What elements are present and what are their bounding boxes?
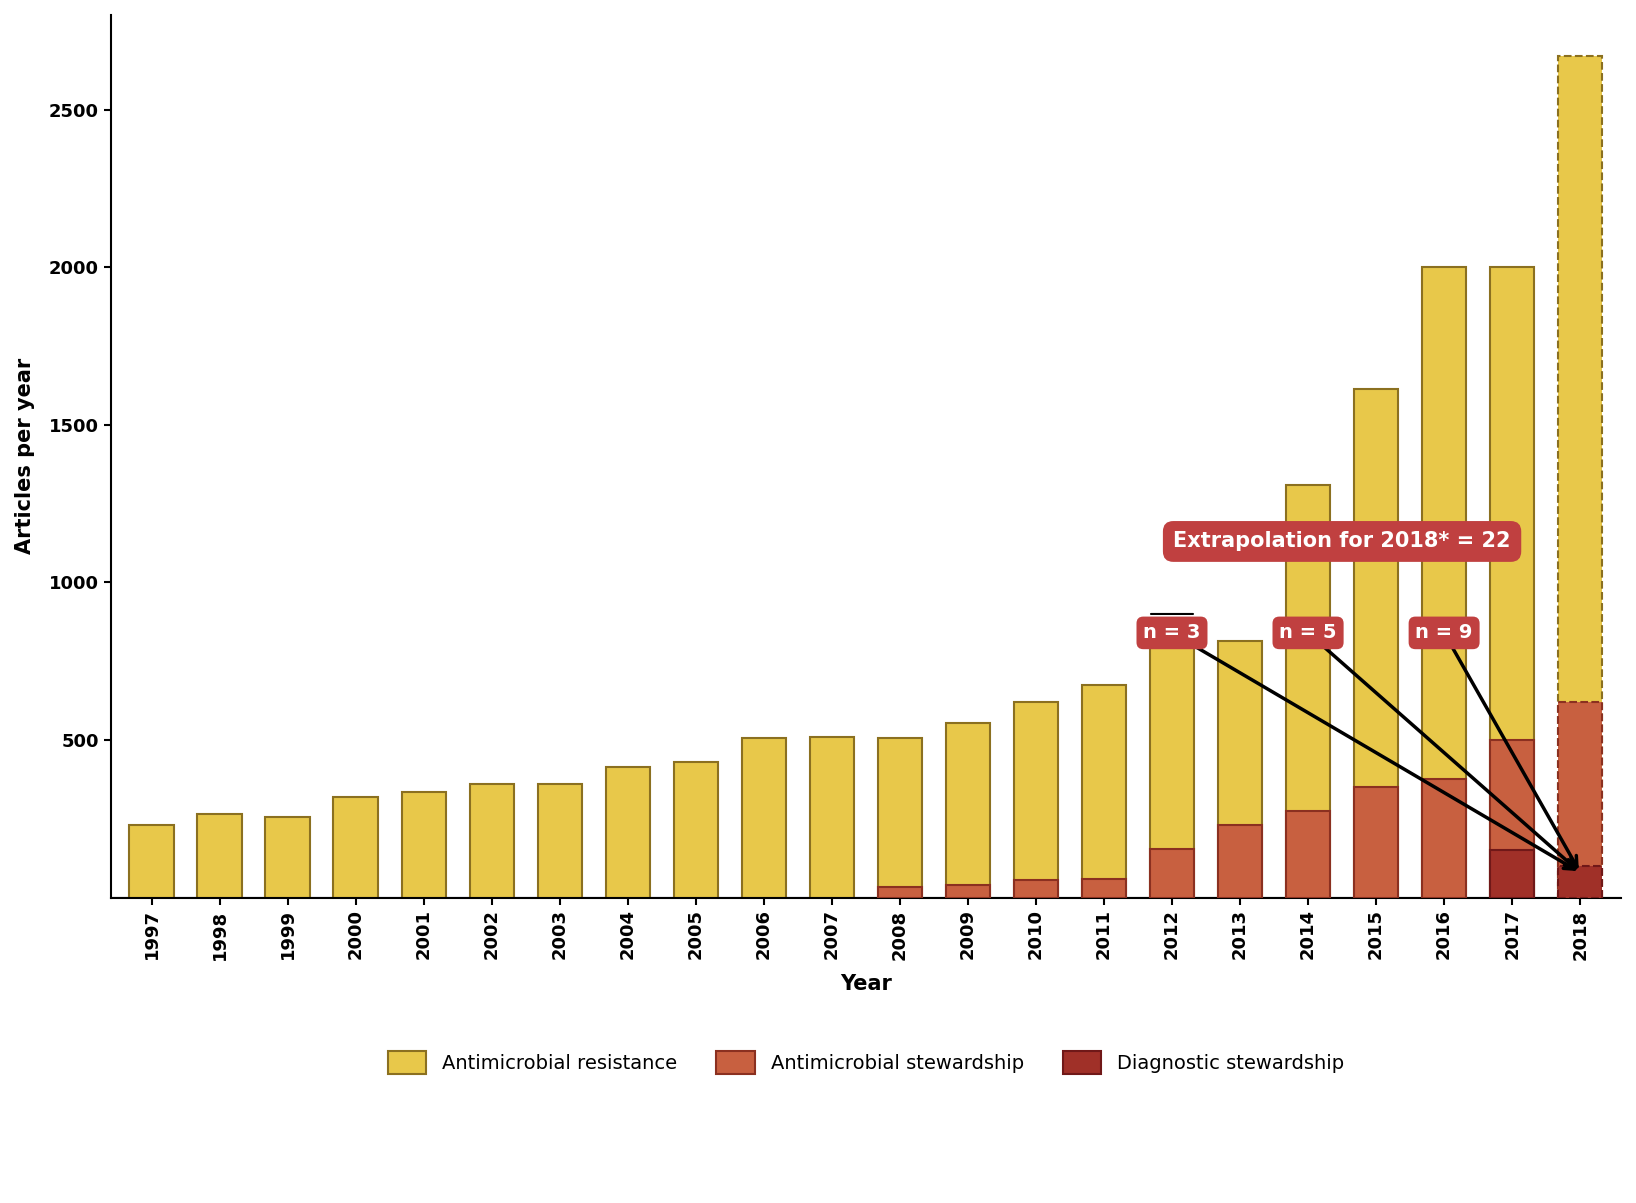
Bar	[1217, 641, 1261, 897]
Bar	[1286, 485, 1330, 897]
Bar	[1490, 740, 1535, 897]
Bar	[1422, 780, 1466, 897]
Bar	[946, 723, 990, 897]
Bar	[741, 739, 785, 897]
Bar	[946, 885, 990, 897]
Bar	[1081, 685, 1126, 897]
Bar	[265, 817, 309, 897]
Bar	[198, 814, 242, 897]
Bar	[879, 739, 923, 897]
Bar	[129, 825, 173, 897]
Bar	[1490, 851, 1535, 897]
Bar	[1422, 267, 1466, 897]
Bar	[1014, 881, 1058, 897]
Bar	[810, 737, 854, 897]
Bar	[1286, 811, 1330, 897]
Text: n = 3: n = 3	[1144, 623, 1201, 642]
Bar	[470, 784, 514, 897]
Bar	[1355, 787, 1399, 897]
Bar	[674, 763, 718, 897]
Text: n = 9: n = 9	[1415, 623, 1472, 642]
Bar	[1557, 57, 1602, 897]
Bar	[1081, 878, 1126, 897]
Bar	[401, 792, 445, 897]
Bar	[879, 887, 923, 897]
Bar	[1490, 267, 1535, 897]
Text: Extrapolation for 2018* = 22: Extrapolation for 2018* = 22	[1173, 532, 1510, 551]
Bar	[1557, 866, 1602, 897]
Bar	[605, 766, 649, 897]
Y-axis label: Articles per year: Articles per year	[15, 358, 34, 555]
Bar	[1217, 825, 1261, 897]
Bar	[1355, 389, 1399, 897]
Bar	[1014, 703, 1058, 897]
Legend: Antimicrobial resistance, Antimicrobial stewardship, Diagnostic stewardship: Antimicrobial resistance, Antimicrobial …	[380, 1043, 1351, 1083]
X-axis label: Year: Year	[839, 973, 892, 994]
Bar	[538, 784, 582, 897]
Bar	[334, 796, 378, 897]
Text: n = 5: n = 5	[1279, 623, 1337, 642]
Bar	[1150, 849, 1194, 897]
Bar	[1557, 703, 1602, 897]
Bar	[1150, 642, 1194, 897]
